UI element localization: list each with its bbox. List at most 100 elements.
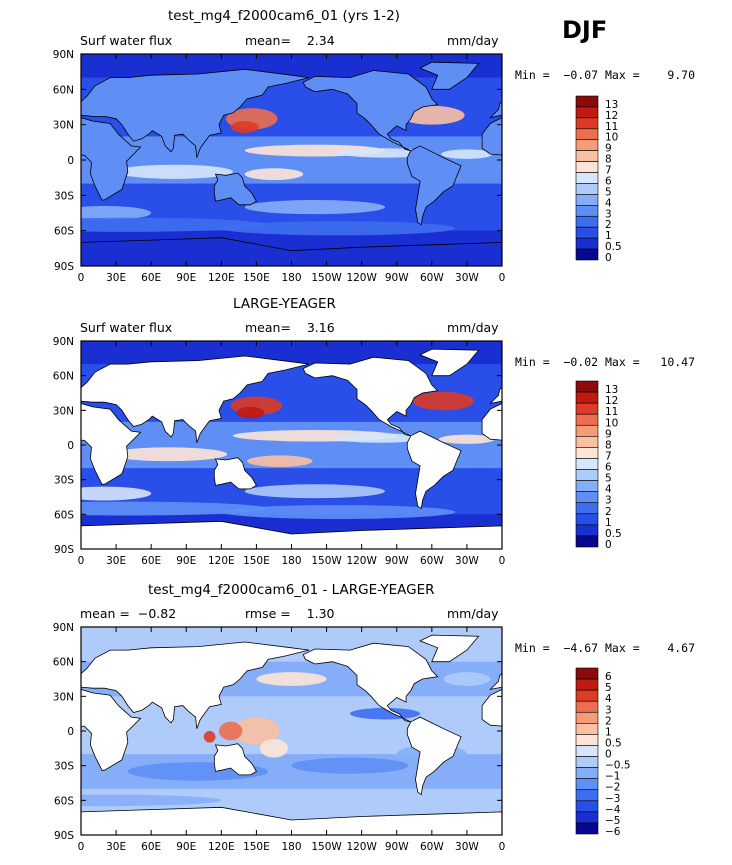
polar-band: [81, 341, 502, 365]
x-tick-label: 150W: [311, 841, 342, 853]
x-tick-label: 60W: [420, 555, 444, 567]
x-tick-label: 120W: [346, 272, 377, 284]
continent-australia: [213, 172, 257, 206]
colorbar-label: 10: [605, 132, 618, 144]
continent-antarctica: [81, 237, 502, 266]
colorbar-label: −5: [605, 815, 620, 827]
colorbar-label: 8: [605, 439, 612, 451]
field-feature: [81, 217, 269, 232]
colorbar-label: 0.5: [605, 528, 622, 540]
field-feature: [81, 486, 152, 501]
continent-eurasia: [81, 641, 310, 729]
field-feature: [221, 221, 456, 236]
map-panel-3: 0 30E 60E 90E 120E 150E 180 150W 120W 90W 60W 30W 09…: [53, 622, 506, 853]
colorbar-swatch: [575, 117, 599, 130]
x-tick-label: 0: [499, 555, 506, 567]
colorbar-swatch: [575, 667, 599, 680]
y-tick-label: 0: [67, 155, 74, 167]
field-feature: [244, 168, 304, 181]
x-tick-label: 90E: [176, 272, 196, 284]
x-tick-label: 0: [499, 841, 506, 853]
field-feature: [81, 205, 152, 221]
continent-africa: [481, 402, 502, 441]
colorbar-label: 1: [605, 230, 612, 242]
y-tick-label: 30N: [53, 691, 74, 703]
continent-south-america: [0, 431, 40, 509]
colorbar-swatch: [575, 183, 599, 195]
field-feature: [443, 672, 491, 686]
x-tick-label: 0: [78, 841, 85, 853]
colorbar-label: −2: [605, 782, 620, 794]
field-feature: [259, 739, 288, 758]
y-tick-label: 30S: [54, 190, 74, 202]
colorbar-swatch: [575, 480, 599, 492]
colorbar-label: 0.5: [605, 241, 622, 253]
y-tick-label: 60N: [53, 84, 74, 96]
colorbar-swatch: [575, 226, 599, 239]
x-tick-label: 150E: [243, 555, 270, 567]
colorbar-swatch: [575, 745, 599, 757]
field-feature: [349, 707, 421, 720]
colorbar-label: −6: [605, 826, 621, 838]
y-tick-label: 30S: [54, 761, 74, 773]
colorbar-swatch: [575, 447, 599, 459]
x-tick-label: 150E: [243, 272, 270, 284]
field-feature: [438, 434, 495, 444]
season-label: DJF: [562, 16, 608, 44]
y-tick-label: 0: [67, 440, 74, 452]
y-tick-label: 90S: [54, 544, 74, 556]
y-tick-label: 90S: [54, 830, 74, 842]
x-tick-label: 150E: [243, 841, 270, 853]
colorbar-label: 12: [605, 395, 618, 407]
continent-africa: [481, 117, 502, 156]
panel-2-variable: Surf water flux: [80, 320, 173, 335]
colorbar-label: 2: [605, 715, 612, 727]
colorbar-swatch: [575, 513, 599, 526]
colorbar-label: 0: [605, 539, 612, 551]
colorbar-swatch: [575, 424, 599, 437]
colorbar-swatch: [575, 689, 599, 702]
continent-eurasia: [81, 68, 310, 158]
colorbar-swatch: [575, 161, 599, 173]
continent-australia: [635, 173, 677, 205]
field-feature: [81, 794, 222, 807]
colorbar-label: 12: [605, 110, 618, 122]
x-tick-label: 30E: [106, 841, 126, 853]
y-tick-label: 60S: [54, 795, 74, 807]
colorbar-swatch: [575, 215, 599, 228]
colorbar-label: 10: [605, 417, 618, 429]
field-feature: [247, 455, 313, 467]
colorbar-swatch: [575, 789, 599, 802]
panel-1-minmax: Min = −0.07 Max = 9.70: [515, 68, 696, 82]
map-panel-2: 0 30E 60E 90E 120E 150E 180 150W 120W 90W 60W 30W 09…: [0, 336, 677, 567]
continent-africa: [81, 117, 142, 201]
colorbar-swatch: [575, 535, 599, 548]
continent-australia: [635, 458, 677, 489]
y-tick-label: 60N: [53, 657, 74, 669]
colorbar-swatch: [575, 700, 599, 713]
continent-north-america: [0, 71, 17, 151]
continent-eurasia: [489, 387, 502, 405]
field-feature: [441, 149, 493, 159]
panel-1-units: mm/day: [447, 33, 499, 48]
continent-antarctica: [81, 806, 502, 835]
x-tick-label: 60E: [141, 555, 161, 567]
colorbar-label: −1: [605, 771, 620, 783]
field-feature: [244, 484, 386, 499]
x-tick-label: 180: [281, 841, 301, 853]
colorbar-swatch: [575, 822, 599, 835]
continent-north-america: [302, 642, 439, 723]
field-feature: [203, 731, 216, 743]
y-tick-label: 60S: [54, 509, 74, 521]
colorbar-swatch: [575, 458, 599, 470]
x-tick-label: 0: [78, 555, 85, 567]
colorbar-swatch: [575, 811, 599, 824]
field-feature: [116, 164, 234, 179]
colorbar-label: 3: [605, 704, 612, 716]
colorbar-label: 0: [605, 252, 612, 264]
x-tick-label: 90E: [176, 555, 196, 567]
field-feature: [256, 672, 327, 686]
x-tick-label: 0: [499, 272, 506, 284]
panel-3-title: test_mg4_f2000cam6_01 - LARGE-YEAGER: [148, 582, 435, 598]
field-feature: [233, 717, 280, 745]
